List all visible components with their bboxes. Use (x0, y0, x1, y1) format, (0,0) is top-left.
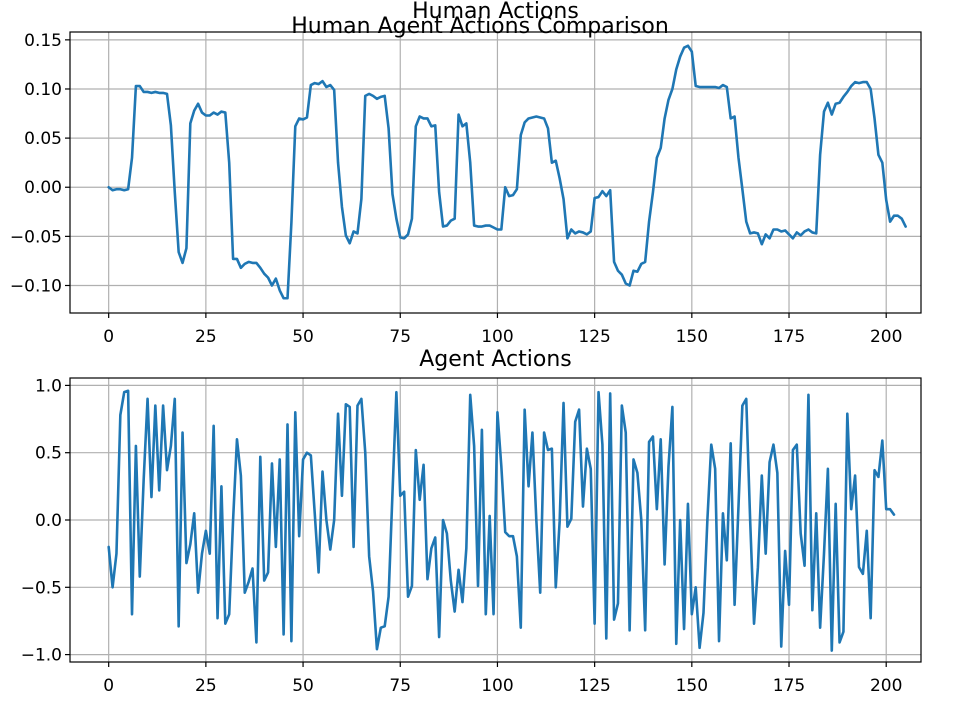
y-tick-label: 0.0 (35, 511, 62, 531)
x-tick-label: 25 (195, 327, 217, 347)
y-tick-label: −1.0 (21, 646, 62, 666)
y-tick-label: 0.10 (24, 80, 62, 100)
x-tick-label: 75 (389, 676, 411, 696)
series-line (107, 44, 907, 300)
agent-actions-axes: 0 25 50 75 100 125 150 175 200 −1.0 −0.5 0.0 0.5 1.0 A… (21, 347, 922, 696)
x-tick-label: 0 (103, 676, 114, 696)
x-tick-label: 25 (195, 676, 217, 696)
x-tick-label: 125 (578, 327, 610, 347)
axes-frame (69, 31, 922, 314)
y-tick-label: 0.00 (24, 178, 62, 198)
y-tick-label: −0.5 (21, 578, 62, 598)
figure-suptitle: Human Agent Actions Comparison (291, 14, 669, 39)
y-tick-label: 0.15 (24, 31, 62, 51)
y-tick-label: 0.5 (35, 444, 62, 464)
y-tick-label: −0.05 (10, 227, 62, 247)
x-tick-label: 150 (676, 676, 708, 696)
axes-title: Agent Actions (419, 347, 571, 372)
human-actions-axes: 0 25 50 75 100 125 150 175 200 −0.10 −0.05 0.00 0.05… (10, 0, 922, 347)
series-line (107, 389, 896, 652)
x-tick-label: 200 (870, 676, 902, 696)
x-tick-label: 0 (103, 327, 114, 347)
x-tick-label: 150 (676, 327, 708, 347)
x-tick-label: 175 (773, 676, 805, 696)
x-tick-label: 200 (870, 327, 902, 347)
x-tick-label: 50 (292, 327, 314, 347)
x-tick-label: 75 (389, 327, 411, 347)
x-tick-label: 125 (578, 676, 610, 696)
x-tick-label: 175 (773, 327, 805, 347)
x-tick-label: 50 (292, 676, 314, 696)
x-tick-label: 100 (481, 676, 513, 696)
y-tick-label: 0.05 (24, 129, 62, 149)
x-tick-label: 100 (481, 327, 513, 347)
axes-title: Human Actions (412, 0, 579, 24)
y-tick-label: −0.10 (10, 276, 62, 296)
y-tick-label: 1.0 (35, 376, 62, 396)
